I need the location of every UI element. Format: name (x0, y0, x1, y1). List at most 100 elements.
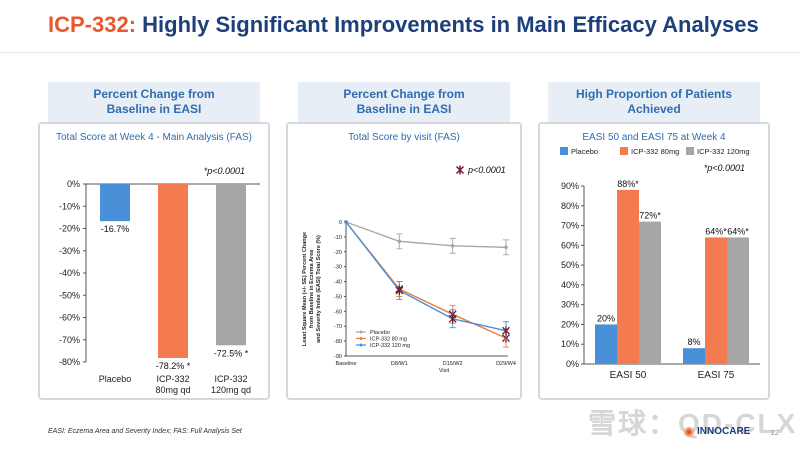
legend-label: ICP-332 120 mg (370, 343, 410, 349)
legend-marker (359, 337, 363, 340)
company-logo: INNOCARE (684, 426, 750, 437)
legend-label: ICP-332 80mg (631, 147, 679, 156)
y-axis-label: Least Square Mean (+/- SE) Percent Chang… (302, 232, 308, 346)
y-tick-label: -60 (334, 309, 342, 315)
panel1-header-line2: Baseline in EASI (106, 102, 202, 116)
y-tick-label: 0% (67, 179, 80, 189)
panel2-header-line2: Baseline in EASI (356, 102, 452, 116)
y-tick-label: -90 (334, 354, 342, 360)
bar (705, 237, 727, 364)
bar (595, 324, 617, 364)
y-tick-label: -30 (334, 265, 342, 271)
y-tick-label: 40% (561, 280, 579, 290)
easi-week4-bar-chart: 0% -10% -20% -30% -40% -50% -60% -70% -80% -16.7%… (59, 166, 260, 395)
bar (216, 184, 246, 346)
y-tick-label: -40% (59, 268, 80, 278)
legend-label: Placebo (571, 147, 598, 156)
x-axis-label: Visit (439, 368, 450, 374)
y-tick-label: -30% (59, 246, 80, 256)
significance-star-icon (448, 314, 457, 324)
significance-annotation: p<0.0001 (467, 165, 506, 175)
x-category-label: EASI 50 (610, 370, 647, 381)
legend-label: ICP-332 80 mg (370, 337, 407, 343)
footnote: EASI: Eczema Area and Severity Index; FA… (48, 428, 242, 435)
y-tick-label: -50 (334, 294, 342, 300)
bar-data-label: 88%* (617, 179, 639, 189)
easi50-75-bar-chart: 0% 10% 20% 30% 40% 50% 60% 70% 80% 90% 20% 88%* 72%*… (560, 147, 760, 381)
series-line (345, 221, 507, 332)
y-tick-label: -70 (334, 324, 342, 330)
y-axis-label: and Severity Index (EASI) Total Score (%… (316, 235, 322, 343)
panel1-header-line1: Percent Change from (93, 87, 215, 101)
legend-swatch (560, 147, 568, 155)
bar-data-label: 72%* (639, 211, 661, 221)
y-tick-label: -80 (334, 339, 342, 345)
legend-marker (359, 343, 363, 347)
y-tick-label: -20% (59, 224, 80, 234)
y-tick-label: 10% (561, 339, 579, 349)
panel3-subtitle: EASI 50 and EASI 75 at Week 4 (582, 132, 726, 143)
x-category-label: EASI 75 (698, 370, 735, 381)
significance-annotation: *p<0.0001 (204, 166, 245, 176)
x-category-label: ICP-332 (156, 374, 189, 384)
y-tick-label: 80% (561, 201, 579, 211)
bar (100, 184, 130, 222)
page-number: 22 (771, 430, 779, 437)
x-category-label: 120mg qd (211, 385, 251, 395)
data-point (504, 245, 508, 250)
panel1-header: Percent Change from Baseline in EASI (48, 82, 260, 122)
panel3-header-line2: Achieved (627, 102, 681, 116)
y-tick-label: 60% (561, 240, 579, 250)
series-line (345, 221, 507, 339)
bar-data-label: -78.2% * (156, 361, 191, 371)
y-tick-label: -70% (59, 335, 80, 345)
panel3-header-line1: High Proportion of Patients (576, 87, 732, 101)
y-tick-label: 0 (339, 220, 342, 226)
bar (158, 184, 188, 358)
data-point (450, 244, 455, 248)
y-tick-label: -20 (334, 250, 342, 256)
bar-data-label: 64%* (727, 226, 749, 236)
bar (617, 189, 639, 364)
y-tick-label: -80% (59, 357, 80, 367)
data-point (397, 239, 402, 244)
panel1-chart-card: Total Score at Week 4 - Main Analysis (F… (38, 122, 270, 400)
bar-data-label: 8% (687, 337, 700, 347)
y-tick-label: 30% (561, 300, 579, 310)
panel2-chart-card: Total Score by visit (FAS) 0 -10 -20 -30 -40… (286, 122, 522, 400)
title-text: Highly Significant Improvements in Main … (142, 12, 759, 37)
y-tick-label: -40 (334, 280, 342, 286)
x-category-label: 80mg qd (155, 385, 190, 395)
legend-label: ICP-332 120mg (697, 147, 750, 156)
legend-swatch (620, 147, 628, 155)
y-axis-label: from Baseline in Eczema Area (309, 249, 315, 328)
x-tick-label: D29/W4 (496, 361, 516, 367)
legend-label: Placebo (370, 330, 390, 336)
bar-data-label: 20% (597, 313, 615, 323)
bar (639, 221, 661, 364)
panel2-subtitle: Total Score by visit (FAS) (348, 132, 460, 143)
y-tick-label: 70% (561, 221, 579, 231)
x-category-label: Placebo (99, 374, 132, 384)
title-divider (0, 52, 800, 53)
significance-star-icon (502, 326, 510, 336)
panel2-header-line1: Percent Change from (343, 87, 465, 101)
y-tick-label: -10 (334, 235, 342, 241)
y-tick-label: 90% (561, 181, 579, 191)
bar-data-label: -72.5% * (214, 348, 249, 358)
x-category-label: ICP-332 (214, 374, 247, 384)
x-tick-label: Baseline (335, 361, 356, 367)
logo-mark-icon (684, 426, 694, 437)
y-tick-label: 20% (561, 319, 579, 329)
panel2-header: Percent Change from Baseline in EASI (298, 82, 510, 122)
data-point (344, 220, 348, 224)
legend-marker (359, 330, 363, 334)
slide-title: ICP-332: Highly Significant Improvements… (48, 12, 759, 38)
bar-data-label: 64%* (705, 226, 727, 236)
y-tick-label: -10% (59, 201, 80, 211)
bar-data-label: -16.7% (101, 224, 130, 234)
legend-swatch (686, 147, 694, 155)
y-tick-label: -60% (59, 313, 80, 323)
title-drug-name: ICP-332: (48, 12, 137, 37)
